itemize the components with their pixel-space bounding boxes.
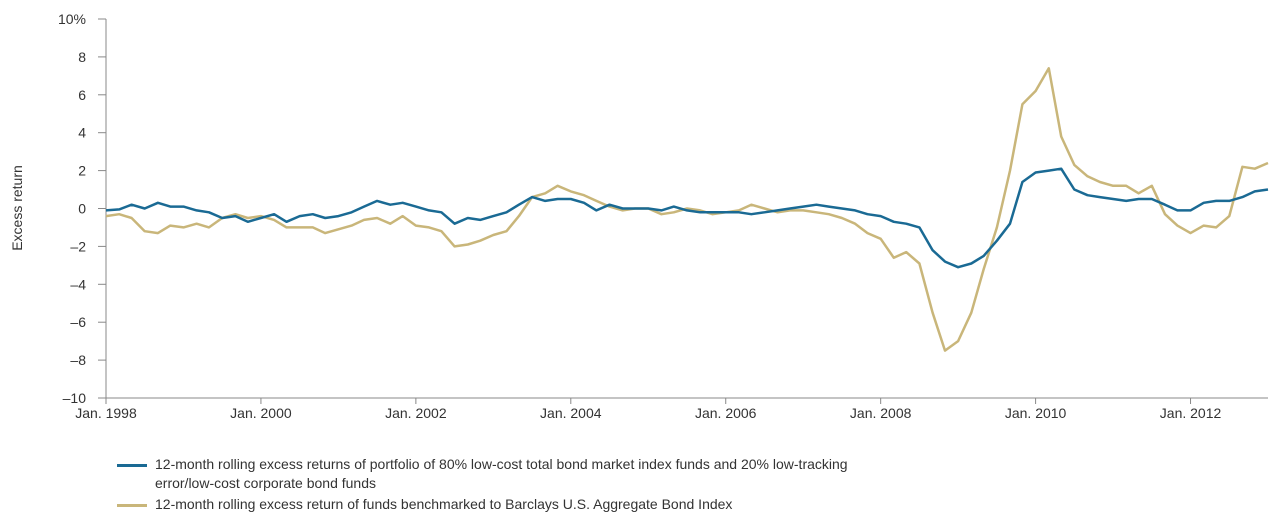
series-line xyxy=(105,167,1269,269)
legend-label: 12-month rolling excess returns of portf… xyxy=(155,456,848,491)
x-tick-label: Jan. 2000 xyxy=(230,405,292,421)
y-tick-label: –8 xyxy=(70,352,86,368)
x-tick-label: Jan. 2012 xyxy=(1160,405,1222,421)
x-tick-label: Jan. 2010 xyxy=(1005,405,1067,421)
y-axis-label: Excess return xyxy=(9,165,25,251)
legend-entry: 12-month rolling excess returns of portf… xyxy=(117,455,855,493)
legend: 12-month rolling excess returns of portf… xyxy=(117,455,855,516)
series-line xyxy=(105,67,1269,352)
legend-swatch xyxy=(117,504,147,507)
y-tick-label: 4 xyxy=(78,125,86,141)
y-tick-label: 8 xyxy=(78,49,86,65)
x-tick-label: Jan. 2002 xyxy=(385,405,447,421)
y-tick-label: –10 xyxy=(63,390,87,406)
y-tick-label: 10% xyxy=(58,11,86,27)
y-tick-label: 0 xyxy=(78,201,86,217)
x-tick-label: Jan. 2006 xyxy=(695,405,757,421)
x-tick-label: Jan. 2008 xyxy=(850,405,912,421)
y-tick-label: 2 xyxy=(78,163,86,179)
legend-swatch xyxy=(117,464,147,467)
y-tick-label: –6 xyxy=(70,314,86,330)
y-tick-label: –2 xyxy=(70,238,86,254)
legend-label: 12-month rolling excess return of funds … xyxy=(155,496,733,512)
x-tick-label: Jan. 1998 xyxy=(75,405,137,421)
x-tick-label: Jan. 2004 xyxy=(540,405,602,421)
y-tick-label: 6 xyxy=(78,87,86,103)
legend-entry: 12-month rolling excess return of funds … xyxy=(117,495,855,514)
y-tick-label: –4 xyxy=(70,276,86,292)
